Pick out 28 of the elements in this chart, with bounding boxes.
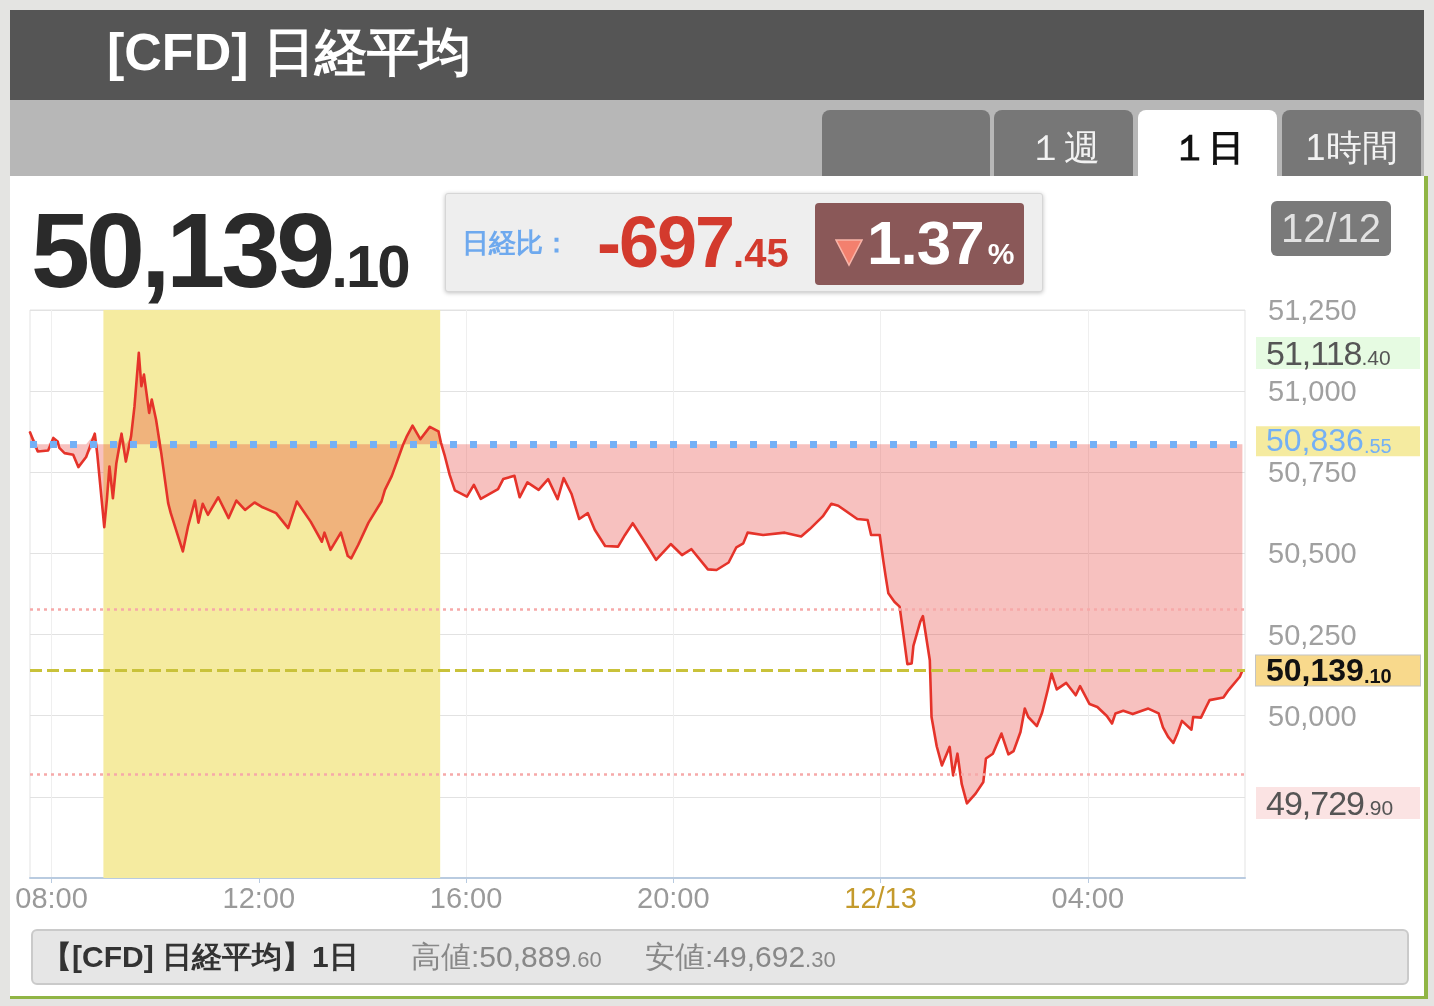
tab: 1時間 [1282, 110, 1421, 176]
y-tick-label: 50,000 [1268, 699, 1357, 732]
ref-line-label: 50,139.10 [1266, 651, 1392, 688]
x-tick-label: 20:00 [637, 881, 710, 914]
x-tick-label: 12/13 [844, 881, 917, 914]
text: -697.45 [597, 202, 789, 282]
y-tick-label: 50,750 [1268, 456, 1357, 489]
x-tick-label: 04:00 [1051, 881, 1125, 914]
y-tick-label: 51,250 [1268, 294, 1357, 326]
tab: １週 [994, 110, 1133, 176]
text: 49,729.90 [1266, 784, 1394, 823]
text: 1.37% [867, 208, 1014, 277]
y-tick-label: 50,500 [1268, 537, 1357, 570]
ref-line-label: 50,836.55 [1266, 422, 1392, 459]
x-tick-label: 16:00 [429, 881, 503, 914]
text: 50,139.10 [31, 191, 409, 309]
text: 安値:49,692.30 [645, 940, 836, 973]
chart-title: [CFD] 日経平均 [107, 22, 471, 83]
text: 日経比： [462, 227, 570, 259]
y-tick-label: 51,000 [1268, 375, 1357, 408]
x-tick-label: 12:00 [222, 881, 296, 914]
tab: １日 [1138, 110, 1277, 176]
text: 高値:50,889.60 [411, 940, 602, 973]
x-tick-label: 08:00 [15, 881, 88, 914]
text: 51,118.40 [1266, 333, 1391, 372]
text: 【[CFD] 日経平均】1日 [42, 939, 359, 975]
y-tick-label: 50,250 [1268, 618, 1357, 651]
text: 12/12 [1271, 201, 1391, 256]
